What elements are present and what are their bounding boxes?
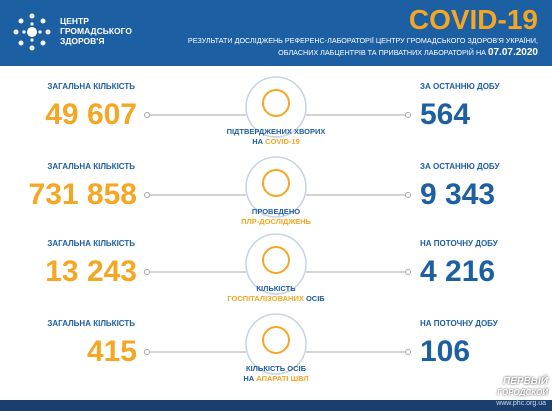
org-line: ЗДОРОВ'Я bbox=[60, 36, 105, 46]
watermark: ПЕРВЫЙ bbox=[503, 376, 548, 387]
decoration bbox=[405, 269, 411, 275]
caption-line: КІЛЬКІСТЬ ОСІБ bbox=[206, 364, 346, 374]
caption-text: ПІДТВЕРДЖЕНИХ ХВОРИХ bbox=[226, 127, 326, 136]
decoration bbox=[245, 233, 307, 295]
caption-line: НА COVID-19 bbox=[206, 137, 346, 147]
left-value: 13 243 bbox=[45, 255, 137, 288]
left-label: ЗАГАЛЬНА КІЛЬКІСТЬ bbox=[47, 319, 135, 328]
caption-line: ПЛР-ДОСЛІДЖЕНЬ bbox=[206, 217, 346, 227]
title: COVID-19 bbox=[408, 4, 538, 35]
caption-text: АПАРАТІ ШВЛ bbox=[256, 374, 309, 383]
decoration bbox=[144, 112, 150, 118]
caption-line: ГОСПІТАЛІЗОВАНИХ ОСІБ bbox=[206, 294, 346, 304]
right-value: 106 bbox=[420, 335, 471, 368]
decoration bbox=[245, 76, 307, 138]
caption-text: НА bbox=[243, 374, 255, 383]
caption-text: КІЛЬКІСТЬ bbox=[256, 284, 296, 293]
caption-line: ПРОВЕДЕНО bbox=[206, 207, 346, 217]
caption: КІЛЬКІСТЬ ГОСПІТАЛІЗОВАНИХ ОСІБ bbox=[206, 284, 346, 304]
date: 07.07.2020 bbox=[487, 47, 538, 58]
left-value: 49 607 bbox=[45, 98, 137, 131]
caption-text: ОСІБ bbox=[305, 294, 325, 303]
decoration bbox=[405, 112, 411, 118]
header bbox=[0, 0, 552, 66]
decoration bbox=[262, 246, 290, 274]
subtitle: РЕЗУЛЬТАТИ ДОСЛІДЖЕНЬ РЕФЕРЕНС-ЛАБОРАТОР… bbox=[187, 36, 538, 45]
caption-text: ПРОВЕДЕНО bbox=[251, 207, 301, 216]
caption: ПРОВЕДЕНО ПЛР-ДОСЛІДЖЕНЬ bbox=[206, 207, 346, 227]
decoration bbox=[144, 192, 150, 198]
decoration bbox=[262, 326, 290, 354]
left-label: ЗАГАЛЬНА КІЛЬКІСТЬ bbox=[47, 162, 135, 171]
url: www.phc.org.ua bbox=[496, 400, 546, 407]
right-value: 564 bbox=[420, 98, 471, 131]
left-label: ЗАГАЛЬНА КІЛЬКІСТЬ bbox=[47, 82, 135, 91]
decoration bbox=[405, 349, 411, 355]
org-line: ГРОМАДСЬКОГО bbox=[60, 26, 132, 36]
decoration bbox=[245, 313, 307, 375]
right-label: ЗА ОСТАННЮ ДОБУ bbox=[420, 162, 500, 171]
decoration bbox=[144, 269, 150, 275]
right-value: 9 343 bbox=[420, 178, 496, 211]
caption-text: ГОСПІТАЛІЗОВАНИХ bbox=[227, 294, 304, 303]
subtitle: ОБЛАСНИХ ЛАБЦЕНТРІВ ТА ПРИВАТНИХ ЛАБОРАТ… bbox=[278, 47, 538, 58]
decoration bbox=[262, 169, 290, 197]
caption-text: COVID-19 bbox=[265, 137, 300, 146]
logo bbox=[13, 13, 51, 51]
left-value: 731 858 bbox=[28, 178, 137, 211]
decoration bbox=[405, 192, 411, 198]
subtitle-text: ОБЛАСНИХ ЛАБЦЕНТРІВ ТА ПРИВАТНИХ ЛАБОРАТ… bbox=[278, 48, 486, 57]
caption: КІЛЬКІСТЬ ОСІБ НА АПАРАТІ ШВЛ bbox=[206, 364, 346, 384]
footer bbox=[0, 400, 552, 411]
right-label: ЗА ОСТАННЮ ДОБУ bbox=[420, 82, 500, 91]
caption-line: ПІДТВЕРДЖЕНИХ ХВОРИХ bbox=[206, 127, 346, 137]
caption-line: КІЛЬКІСТЬ bbox=[206, 284, 346, 294]
left-value: 415 bbox=[86, 335, 137, 368]
decoration bbox=[245, 156, 307, 218]
caption-text: НА bbox=[252, 137, 264, 146]
caption: ПІДТВЕРДЖЕНИХ ХВОРИХ НА COVID-19 bbox=[206, 127, 346, 147]
caption-text: ПЛР-ДОСЛІДЖЕНЬ bbox=[241, 217, 311, 226]
decoration bbox=[144, 349, 150, 355]
caption-text: КІЛЬКІСТЬ ОСІБ bbox=[246, 364, 306, 373]
watermark: ГОРОДСКОЙ bbox=[497, 388, 548, 397]
left-label: ЗАГАЛЬНА КІЛЬКІСТЬ bbox=[47, 239, 135, 248]
decoration bbox=[262, 89, 290, 117]
right-label: НА ПОТОЧНУ ДОБУ bbox=[420, 319, 498, 328]
right-label: НА ПОТОЧНУ ДОБУ bbox=[420, 239, 498, 248]
org-line: ЦЕНТР bbox=[60, 16, 89, 26]
org-name: ЦЕНТР ГРОМАДСЬКОГО ЗДОРОВ'Я bbox=[60, 16, 132, 46]
caption-line: НА АПАРАТІ ШВЛ bbox=[206, 374, 346, 384]
right-value: 4 216 bbox=[420, 255, 496, 288]
